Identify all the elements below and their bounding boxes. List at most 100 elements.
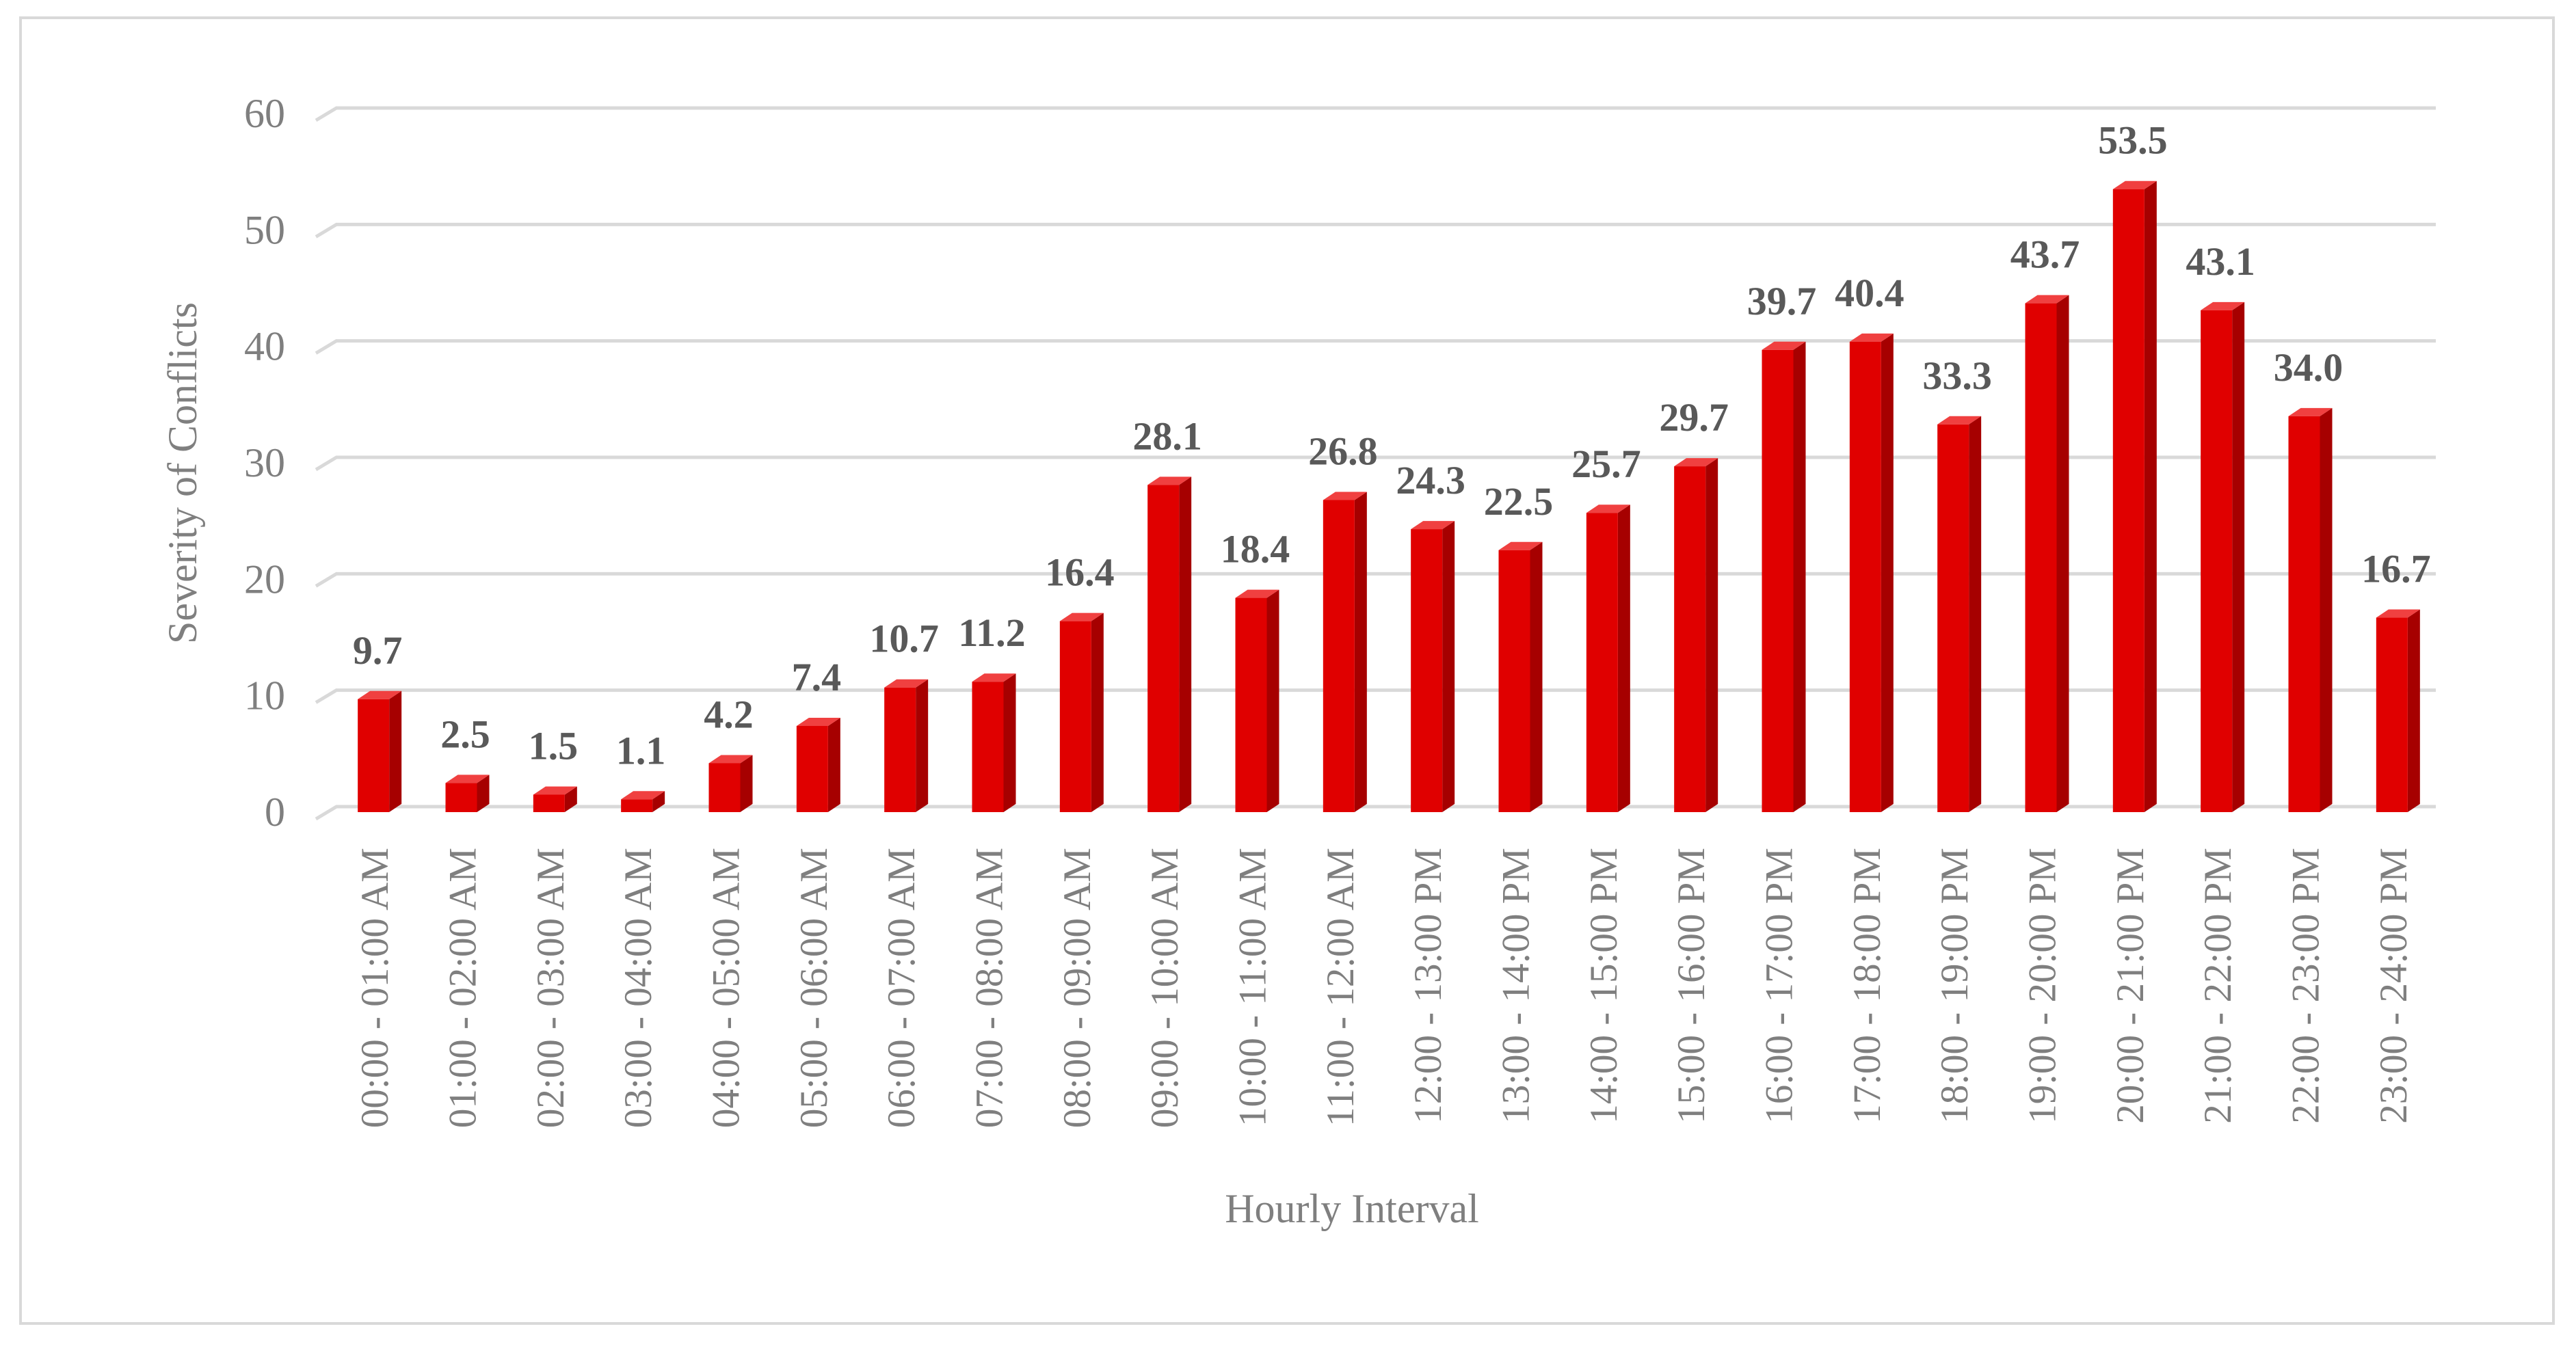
- x-tick-label: 00:00 - 01:00 AM: [354, 848, 397, 1128]
- x-tick-label: 23:00 - 24:00 PM: [2372, 848, 2415, 1124]
- x-tick-label: 07:00 - 08:00 AM: [968, 848, 1011, 1128]
- data-label: 22.5: [1484, 479, 1554, 524]
- bar-front: [2376, 617, 2408, 812]
- bar-top: [796, 717, 840, 726]
- data-label: 33.3: [1922, 353, 1992, 398]
- bar-front: [796, 725, 828, 812]
- gridline: [315, 455, 2436, 472]
- bar-top: [1762, 341, 1806, 350]
- bar-side: [1266, 589, 1279, 812]
- bar-top: [1323, 492, 1367, 500]
- data-label: 10.7: [869, 617, 939, 661]
- bar: [1498, 541, 1543, 812]
- x-tick-label: 08:00 - 09:00 AM: [1056, 848, 1099, 1128]
- bar-top: [533, 786, 577, 795]
- data-label: 43.1: [2186, 239, 2255, 284]
- bar: [1674, 458, 1718, 812]
- y-tick-label: 0: [265, 790, 285, 835]
- bar-front: [1674, 466, 1706, 812]
- bar-top: [1235, 589, 1279, 598]
- bar-top: [2201, 301, 2245, 310]
- bar: [884, 679, 929, 812]
- bar-top: [358, 690, 402, 699]
- bar-top: [2376, 609, 2420, 618]
- bar-side: [477, 775, 490, 812]
- x-axis-ticks: 00:00 - 01:00 AM 01:00 - 02:00 AM 02:00 - …: [354, 848, 2415, 1128]
- bar-side: [2232, 301, 2245, 812]
- x-tick-label: 02:00 - 03:00 AM: [529, 848, 572, 1128]
- bar-front: [1235, 597, 1267, 812]
- bar: [445, 775, 490, 812]
- bar: [2112, 180, 2157, 812]
- data-label: 16.7: [2361, 547, 2431, 591]
- bar: [1937, 416, 1982, 812]
- data-label: 18.4: [1221, 527, 1290, 571]
- data-label: 4.2: [704, 692, 754, 736]
- bar: [1235, 589, 1279, 812]
- x-tick-label: 19:00 - 20:00 PM: [2021, 848, 2064, 1124]
- bar: [972, 673, 1016, 812]
- bar-side: [916, 679, 929, 812]
- data-label: 43.7: [2010, 232, 2080, 277]
- bar-top: [2288, 407, 2333, 416]
- data-label: 1.1: [616, 728, 666, 772]
- data-label: 25.7: [1571, 442, 1641, 486]
- gridline: [315, 688, 2436, 704]
- gridline: [315, 805, 2436, 821]
- data-label: 34.0: [2274, 345, 2343, 390]
- bar-side: [827, 717, 840, 812]
- bar-top: [1147, 476, 1192, 485]
- bars: [358, 180, 2420, 813]
- bar: [1411, 521, 1455, 812]
- bar-front: [2201, 310, 2233, 812]
- y-tick-label: 40: [244, 324, 285, 369]
- bar-front: [972, 682, 1004, 812]
- bar-side: [1881, 333, 1894, 812]
- bar-side: [564, 786, 577, 812]
- bar-front: [884, 687, 916, 812]
- bar: [1849, 333, 1894, 812]
- bar-front: [1147, 485, 1180, 812]
- bar-side: [1442, 521, 1455, 812]
- bar-front: [708, 763, 741, 812]
- data-label: 9.7: [353, 628, 403, 673]
- bar-top: [2025, 295, 2069, 304]
- data-label: 2.5: [440, 712, 490, 756]
- bar-front: [1586, 513, 1618, 812]
- bar: [2376, 609, 2420, 812]
- y-tick-label: 50: [244, 207, 285, 252]
- x-tick-label: 11:00 - 12:00 AM: [1319, 848, 1362, 1127]
- x-tick-label: 17:00 - 18:00 PM: [1846, 848, 1889, 1124]
- bar-side: [1091, 613, 1104, 812]
- x-axis-title: Hourly Interval: [1225, 1186, 1479, 1231]
- data-label: 53.5: [2098, 118, 2168, 163]
- bar-top: [1586, 504, 1630, 513]
- data-label: 29.7: [1659, 395, 1729, 440]
- data-label: 16.4: [1045, 550, 1115, 595]
- bar-chart: 0 10 20 30 40 50 60 9.7 2.5 1.5 1.1 4.2 7.4 10.7 11.2…: [160, 91, 2436, 1231]
- x-tick-label: 04:00 - 05:00 AM: [705, 848, 748, 1128]
- bar-front: [358, 699, 390, 812]
- bar-front: [1849, 341, 1881, 812]
- bar-side: [1617, 504, 1630, 812]
- bar-front: [2112, 189, 2145, 812]
- bar-side: [740, 755, 753, 812]
- bar: [621, 791, 665, 812]
- bar-front: [1762, 349, 1794, 812]
- bar-side: [389, 690, 402, 812]
- bar-top: [708, 755, 753, 764]
- data-labels: 9.7 2.5 1.5 1.1 4.2 7.4 10.7 11.2 16.4 28.1 18.4 26…: [353, 118, 2431, 773]
- bar-top: [1059, 613, 1104, 621]
- x-tick-label: 14:00 - 15:00 PM: [1582, 848, 1625, 1124]
- y-tick-label: 20: [244, 556, 285, 602]
- bar-side: [1003, 673, 1016, 812]
- bar-side: [1793, 341, 1806, 812]
- bar-front: [445, 783, 477, 812]
- gridlines: [315, 106, 2436, 821]
- bar: [2201, 301, 2245, 812]
- data-label: 40.4: [1835, 271, 1904, 315]
- bar-side: [2056, 295, 2069, 813]
- chart-frame: 0 10 20 30 40 50 60 9.7 2.5 1.5 1.1 4.2 7.4 10.7 11.2…: [19, 16, 2555, 1325]
- y-tick-label: 60: [244, 91, 285, 136]
- bar-front: [621, 799, 653, 812]
